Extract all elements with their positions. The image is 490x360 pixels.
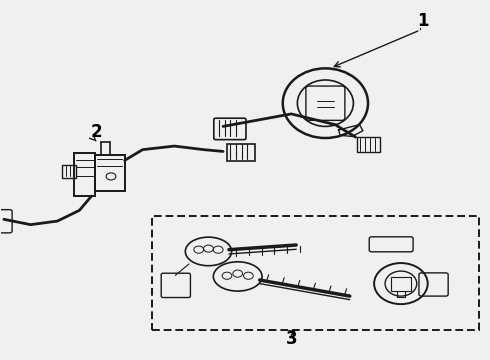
Text: 2: 2	[91, 123, 102, 141]
Bar	[152, 216, 479, 330]
Text: 3: 3	[286, 330, 297, 348]
Text: 1: 1	[417, 12, 429, 30]
